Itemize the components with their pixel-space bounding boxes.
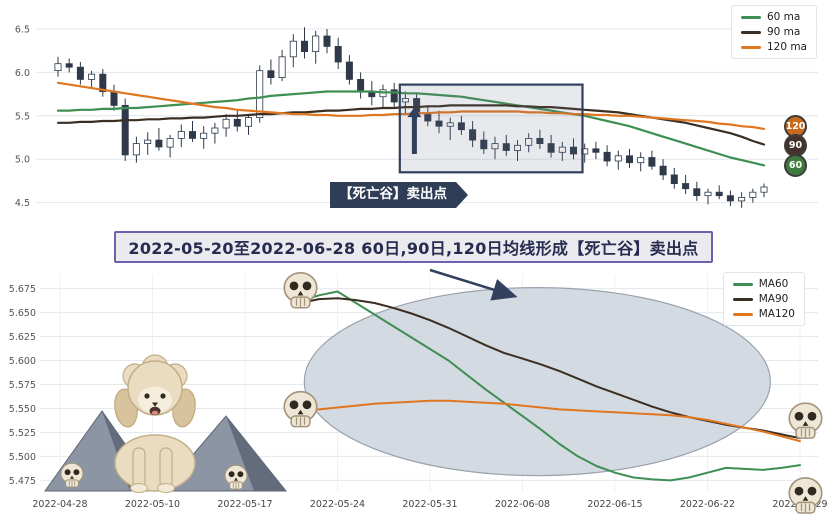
svg-text:4.5: 4.5 [15, 198, 30, 209]
svg-text:5.600: 5.600 [9, 356, 36, 367]
svg-text:5.550: 5.550 [9, 404, 36, 415]
svg-text:5.625: 5.625 [9, 332, 36, 343]
svg-text:6.0: 6.0 [15, 68, 30, 79]
svg-text:5.575: 5.575 [9, 380, 36, 391]
svg-text:6.5: 6.5 [15, 25, 30, 36]
line-swatch-90ma [740, 30, 761, 34]
svg-text:2022-06-22: 2022-06-22 [680, 499, 735, 510]
skull-icon [224, 464, 248, 490]
legend-label-ma120: MA120 [758, 308, 795, 320]
svg-text:5.675: 5.675 [9, 284, 36, 295]
bottom-chart-legend: MA60 MA90 MA120 [722, 272, 805, 326]
line-swatch-ma60 [732, 282, 753, 286]
skull-icon [283, 271, 318, 309]
skull-icon [788, 402, 823, 439]
top-chart-legend: 60 ma 90 ma 120 ma [730, 5, 817, 59]
legend-item-60ma: 60 ma [740, 11, 807, 23]
annotation-label: 【死亡谷】卖出点 [330, 182, 456, 208]
candlestick-chart: 4.5 5.0 5.5 6.0 6.5 [15, 25, 818, 209]
legend-item-90ma: 90 ma [740, 26, 807, 38]
ma-lines-chart: 5.675 5.650 5.625 5.600 5.575 5.550 5.525 5.500… [9, 268, 827, 514]
legend-item-120ma: 120 ma [740, 41, 807, 53]
death-valley-highlight-rectangle [398, 83, 584, 174]
up-arrow-icon [407, 107, 422, 154]
svg-text:2022-05-17: 2022-05-17 [217, 499, 272, 510]
candlestick-chart-panel: 4.5 5.0 5.5 6.0 6.5 60 ma 90 ma 120 ma 【死亡谷】… [0, 0, 827, 230]
line-swatch-ma120 [732, 312, 753, 316]
svg-text:2022-06-15: 2022-06-15 [587, 499, 642, 510]
line-swatch-120ma [740, 45, 761, 49]
legend-label-ma90: MA90 [758, 293, 789, 305]
svg-text:2022-05-31: 2022-05-31 [402, 499, 457, 510]
svg-text:2022-05-24: 2022-05-24 [310, 499, 365, 510]
death-valley-sell-annotation: 【死亡谷】卖出点 [330, 182, 468, 208]
legend-item-ma90: MA90 [732, 293, 795, 305]
skull-icon [60, 462, 84, 488]
pointer-arrow-icon [429, 268, 518, 301]
svg-text:5.475: 5.475 [9, 476, 36, 487]
svg-text:5.5: 5.5 [15, 111, 30, 122]
svg-text:5.525: 5.525 [9, 428, 36, 439]
ma-detail-chart-panel: 5.675 5.650 5.625 5.600 5.575 5.550 5.525 5.500… [0, 264, 827, 520]
poodle-and-mountains-illustration [44, 354, 288, 493]
legend-label-60ma: 60 ma [766, 11, 801, 23]
legend-item-ma60: MA60 [732, 278, 795, 290]
death-valley-ellipse-highlight [303, 286, 771, 477]
line-swatch-60ma [740, 15, 761, 19]
skull-icon [788, 477, 823, 514]
svg-text:5.650: 5.650 [9, 308, 36, 319]
svg-text:2022-05-10: 2022-05-10 [125, 499, 180, 510]
ma60-end-badge: 60 [784, 153, 807, 177]
poodle-dog [114, 354, 196, 493]
annotation-arrow-icon [456, 182, 468, 208]
legend-label-90ma: 90 ma [766, 26, 801, 38]
legend-label-ma60: MA60 [758, 278, 789, 290]
legend-item-ma120: MA120 [732, 308, 795, 320]
line-swatch-ma90 [732, 297, 753, 301]
svg-text:2022-06-08: 2022-06-08 [495, 499, 550, 510]
svg-text:2022-04-28: 2022-04-28 [32, 499, 87, 510]
svg-text:5.500: 5.500 [9, 452, 36, 463]
skull-icon [283, 390, 318, 428]
summary-title: 2022-05-20至2022-06-28 60日,90日,120日均线形成【死… [114, 231, 713, 263]
legend-label-120ma: 120 ma [766, 41, 807, 53]
summary-banner-row: 2022-05-20至2022-06-28 60日,90日,120日均线形成【死… [0, 230, 827, 264]
ma-line-60ma [56, 90, 766, 167]
svg-text:5.0: 5.0 [15, 155, 30, 166]
ma-line-MA120 [299, 399, 801, 443]
ma-line-MA60 [299, 290, 801, 482]
